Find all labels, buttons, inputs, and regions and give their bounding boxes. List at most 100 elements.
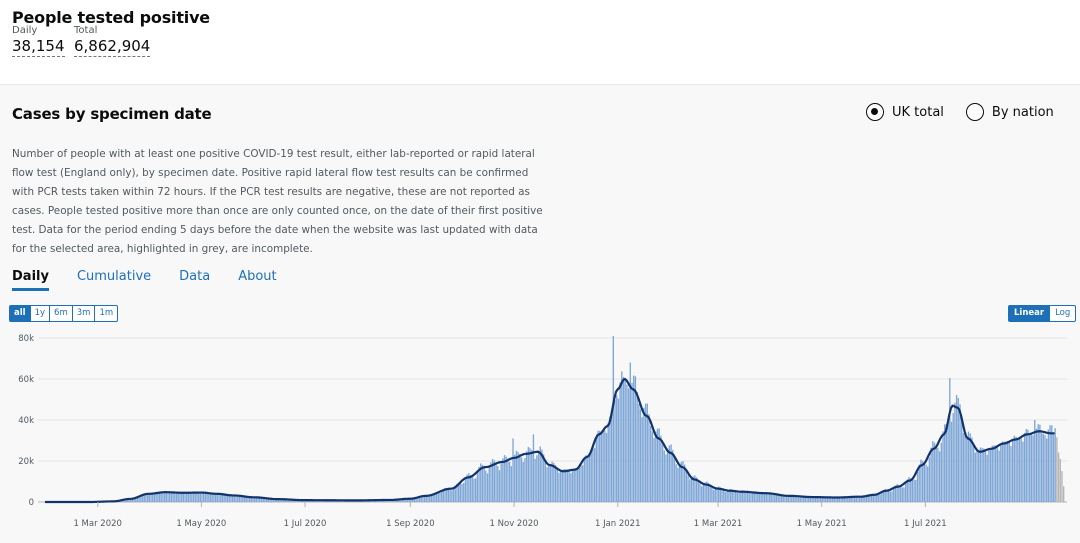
total-value[interactable]: 6,862,904 xyxy=(74,37,151,57)
daily-bar xyxy=(954,402,956,502)
daily-bar xyxy=(515,450,518,502)
daily-bar xyxy=(899,486,902,502)
daily-bar xyxy=(196,492,198,502)
chart-axes: 0 20k 40k 60k 80k 1 Mar 2020 1 May 2020 1 Jul 2… xyxy=(18,334,946,529)
y-tick-label: 40k xyxy=(18,416,34,426)
cases-chart[interactable]: 0 20k 40k 60k 80k 1 Mar 2020 1 May 2020 1 Jul 2… xyxy=(0,85,1080,543)
daily-bar xyxy=(976,450,978,502)
range-1m-button[interactable]: 1m xyxy=(94,305,119,322)
daily-bar xyxy=(250,497,252,502)
x-tick-label: 1 Mar 2020 xyxy=(73,519,121,529)
daily-bar xyxy=(430,494,433,502)
daily-bar xyxy=(1051,425,1053,502)
scale-linear-button[interactable]: Linear xyxy=(1008,305,1051,322)
daily-bar xyxy=(1010,446,1012,502)
radio-checked-icon[interactable] xyxy=(866,103,884,121)
daily-bar xyxy=(446,488,448,502)
daily-bar xyxy=(1006,441,1009,502)
daily-bar xyxy=(1039,424,1041,502)
daily-bar xyxy=(833,497,835,502)
daily-bar xyxy=(582,465,584,502)
daily-bar xyxy=(480,463,482,502)
daily-bar xyxy=(964,434,966,502)
daily-bar xyxy=(819,497,822,502)
daily-bar xyxy=(614,400,616,502)
daily-bar xyxy=(529,448,531,502)
daily-bar xyxy=(429,495,431,502)
daily-bar xyxy=(469,475,472,502)
daily-bar xyxy=(802,496,805,502)
daily-bar xyxy=(456,483,458,502)
radio-unchecked-icon[interactable] xyxy=(965,103,984,121)
radio-uk-total[interactable]: UK total xyxy=(866,103,944,121)
daily-bar xyxy=(410,498,412,502)
daily-bar xyxy=(865,496,868,502)
daily-bar xyxy=(508,461,511,502)
daily-bar xyxy=(451,490,453,502)
daily-bar xyxy=(701,486,703,502)
daily-bar xyxy=(726,491,728,502)
daily-bar xyxy=(789,495,791,502)
daily-bar xyxy=(667,448,669,502)
daily-bar xyxy=(998,450,1000,502)
daily-bar xyxy=(619,382,621,502)
daily-bar xyxy=(988,449,990,502)
tab-about[interactable]: About xyxy=(238,269,277,284)
daily-bar xyxy=(949,377,951,502)
daily-bar xyxy=(490,462,492,502)
daily-bar xyxy=(206,491,208,502)
daily-bar xyxy=(143,494,145,502)
daily-bar xyxy=(459,483,462,502)
daily-bar xyxy=(238,495,241,502)
daily-bar xyxy=(957,398,959,502)
daily-bar xyxy=(478,466,480,502)
daily-bar xyxy=(853,497,856,502)
daily-bar xyxy=(1049,425,1051,502)
daily-bar xyxy=(548,466,550,502)
daily-bar xyxy=(593,447,596,502)
daily-bar xyxy=(629,362,631,502)
daily-bar xyxy=(1063,486,1065,502)
daily-bar xyxy=(481,464,484,502)
daily-bar xyxy=(123,499,125,502)
tab-data[interactable]: Data xyxy=(179,269,211,284)
daily-bar xyxy=(675,464,677,502)
daily-bar xyxy=(904,483,907,502)
daily-bar xyxy=(986,454,988,502)
daily-bar xyxy=(1013,435,1016,502)
chart-description: Number of people with at least one posit… xyxy=(12,148,543,255)
area-radio-group: UK total By nation xyxy=(866,103,1054,121)
daily-bar xyxy=(391,500,394,502)
daily-bar xyxy=(774,494,776,502)
daily-bar xyxy=(549,465,552,502)
daily-bar xyxy=(682,461,684,502)
daily-bar xyxy=(978,451,980,502)
daily-bar xyxy=(777,494,779,502)
scale-log-button[interactable]: Log xyxy=(1049,305,1077,322)
daily-bar xyxy=(444,487,446,502)
daily-value[interactable]: 38,154 xyxy=(12,37,65,57)
daily-bar xyxy=(204,491,207,502)
daily-bar xyxy=(738,492,740,502)
daily-bar xyxy=(201,493,203,502)
daily-bar xyxy=(425,496,428,502)
daily-bar xyxy=(641,417,643,502)
daily-bar xyxy=(145,494,147,502)
daily-bar xyxy=(751,492,754,502)
average-line-path xyxy=(45,377,1055,504)
tab-daily[interactable]: Daily xyxy=(12,269,49,291)
daily-bar xyxy=(554,465,557,502)
daily-bar xyxy=(887,490,890,502)
daily-bar xyxy=(405,498,407,502)
daily-bar xyxy=(1008,442,1010,502)
daily-bar xyxy=(653,437,655,502)
daily-bar xyxy=(485,470,487,502)
daily-bar xyxy=(415,498,417,502)
daily-bar xyxy=(634,376,637,502)
tab-cumulative[interactable]: Cumulative xyxy=(76,269,152,284)
radio-by-nation[interactable]: By nation xyxy=(965,103,1054,121)
daily-bar xyxy=(1059,458,1061,502)
daily-bar xyxy=(182,492,185,502)
daily-bar xyxy=(277,498,280,502)
daily-bar xyxy=(967,431,970,502)
